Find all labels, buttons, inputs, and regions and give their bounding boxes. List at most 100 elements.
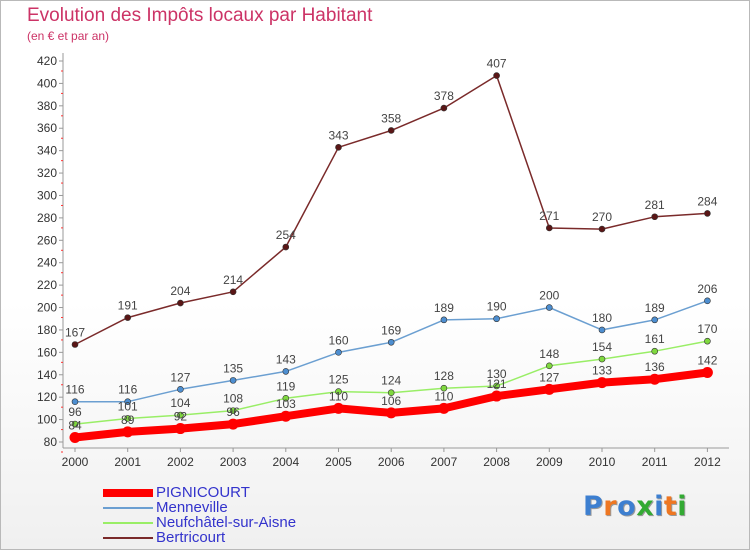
data-label-menneville: 135 [223,361,243,375]
data-point-menneville [71,398,79,405]
y-tick-label: 120 [37,390,57,404]
x-tick-label: 2008 [483,455,510,469]
data-label-menneville: 189 [645,301,665,315]
data-label-neufch-tel-sur-aisne: 104 [170,396,190,410]
y-tick-label: 320 [37,166,57,180]
data-point-neufch-tel-sur-aisne [545,362,553,370]
data-label-bertricourt: 358 [381,111,401,125]
y-tick-label: 80 [44,435,58,449]
y-tick-label: 100 [37,413,57,427]
data-label-menneville: 160 [328,333,348,347]
data-point-bertricourt [493,72,500,79]
data-point-bertricourt [598,225,606,233]
data-point-neufch-tel-sur-aisne [387,389,395,396]
data-point-neufch-tel-sur-aisne [71,420,79,428]
data-point-bertricourt [124,314,131,321]
y-tick-label: 280 [37,211,57,225]
data-label-pignicourt: 110 [434,389,453,403]
data-point-menneville [335,349,342,356]
data-label-bertricourt: 254 [276,228,296,242]
data-point-pignicourt [438,402,450,414]
data-point-pignicourt [543,383,555,395]
data-label-pignicourt: 121 [487,377,507,391]
y-tick-label: 380 [37,99,57,113]
proxiti-logo: Proxiti [583,491,688,522]
data-label-bertricourt: 343 [328,128,348,142]
x-tick-label: 2002 [167,455,194,469]
data-label-pignicourt: 92 [174,410,188,424]
data-label-neufch-tel-sur-aisne: 101 [118,399,138,413]
y-tick-label: 180 [37,323,57,337]
data-label-menneville: 206 [697,282,717,296]
data-point-pignicourt [649,373,661,385]
data-label-menneville: 180 [592,311,612,325]
data-point-neufch-tel-sur-aisne [598,355,606,363]
x-tick-label: 2012 [694,455,721,469]
legend-swatch-bertricourt [103,536,153,539]
x-tick-label: 2004 [272,455,299,469]
data-point-neufch-tel-sur-aisne [282,394,290,402]
data-point-bertricourt [229,288,237,296]
legend-swatch-neufch-tel-sur-aisne [103,521,153,524]
data-point-bertricourt [177,299,184,307]
data-point-menneville [440,316,448,324]
data-point-pignicourt [227,418,239,430]
data-label-neufch-tel-sur-aisne: 125 [328,373,348,387]
data-point-neufch-tel-sur-aisne [124,415,131,422]
data-label-bertricourt: 204 [170,284,190,298]
legend-label-neufch-tel-sur-aisne: Neufchâtel-sur-Aisne [156,514,297,531]
data-point-neufch-tel-sur-aisne [440,384,448,392]
data-label-neufch-tel-sur-aisne: 96 [68,405,82,419]
legend-item-bertricourt: Bertricourt [103,530,296,545]
data-point-bertricourt [440,104,448,112]
data-point-menneville [545,304,553,311]
data-label-neufch-tel-sur-aisne: 124 [381,374,401,388]
chart-subtitle: (en € et par an) [27,29,110,43]
data-point-bertricourt [651,213,659,221]
data-label-bertricourt: 167 [65,326,85,340]
data-label-bertricourt: 407 [487,57,507,71]
data-point-neufch-tel-sur-aisne [177,411,184,419]
data-label-pignicourt: 89 [121,413,135,427]
data-point-bertricourt [335,143,342,151]
data-label-pignicourt: 127 [539,370,559,384]
x-tick-label: 2000 [62,455,89,469]
data-label-menneville: 143 [276,352,296,366]
data-point-menneville [598,326,606,334]
data-label-menneville: 127 [170,370,190,384]
data-label-menneville: 190 [487,300,507,314]
data-point-pignicourt [701,367,713,379]
data-label-bertricourt: 191 [118,299,138,313]
data-label-neufch-tel-sur-aisne: 154 [592,340,612,354]
data-label-menneville: 169 [381,323,401,337]
data-point-neufch-tel-sur-aisne [229,407,237,414]
data-point-menneville [493,315,500,323]
data-label-neufch-tel-sur-aisne: 161 [645,332,665,346]
data-label-bertricourt: 281 [645,198,665,212]
legend-swatch-menneville [103,506,153,509]
data-label-pignicourt: 106 [381,394,401,408]
data-label-neufch-tel-sur-aisne: 130 [487,367,507,381]
data-point-pignicourt [596,377,608,389]
data-point-bertricourt [282,243,290,251]
data-label-pignicourt: 110 [329,389,348,403]
y-tick-label: 300 [37,188,57,202]
y-tick-label: 220 [37,278,57,292]
data-label-pignicourt: 103 [276,397,296,411]
y-tick-label: 420 [37,54,57,68]
legend-label-menneville: Menneville [156,499,228,516]
x-tick-label: 2003 [220,455,247,469]
data-point-bertricourt [704,210,711,217]
y-tick-label: 360 [37,121,57,135]
y-tick-label: 400 [37,76,57,90]
x-tick-label: 2007 [431,455,458,469]
data-label-bertricourt: 378 [434,89,454,103]
x-tick-label: 2006 [378,455,405,469]
data-label-neufch-tel-sur-aisne: 128 [434,369,454,383]
data-label-pignicourt: 133 [592,364,612,378]
data-point-menneville [124,398,131,405]
y-tick-label: 340 [37,144,57,158]
y-tick-label: 200 [37,301,57,315]
data-label-neufch-tel-sur-aisne: 148 [539,347,559,361]
